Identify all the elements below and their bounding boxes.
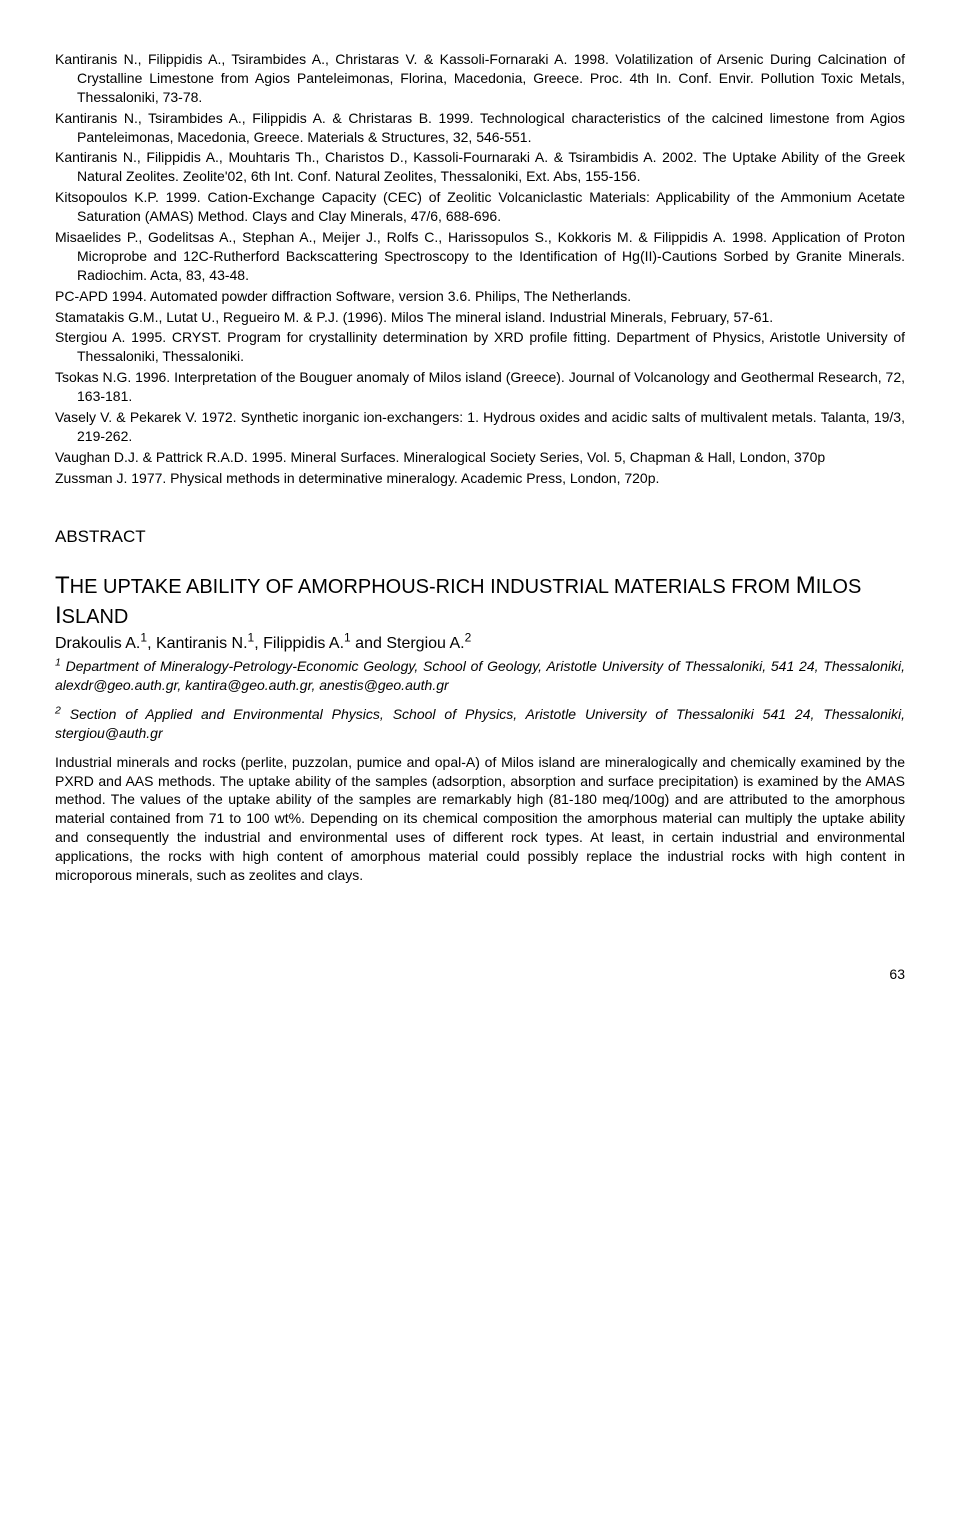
authors-line: Drakoulis A.1, Kantiranis N.1, Filippidi… [55, 633, 905, 655]
reference-item: Vaughan D.J. & Pattrick R.A.D. 1995. Min… [55, 448, 905, 467]
reference-item: Misaelides P., Godelitsas A., Stephan A.… [55, 228, 905, 285]
abstract-body: Industrial minerals and rocks (perlite, … [55, 753, 905, 885]
author-name: and Stergiou A. [351, 635, 465, 652]
page-number: 63 [55, 965, 905, 984]
title-caps: M [796, 572, 816, 599]
references-list: Kantiranis N., Filippidis A., Tsirambide… [55, 50, 905, 488]
reference-item: Vasely V. & Pekarek V. 1972. Synthetic i… [55, 408, 905, 446]
affiliation-1: 1 Department of Mineralogy-Petrology-Eco… [55, 657, 905, 695]
author-affil-marker: 1 [344, 630, 351, 644]
reference-item: Kantiranis N., Filippidis A., Mouhtaris … [55, 148, 905, 186]
reference-item: Kantiranis N., Tsirambides A., Filippidi… [55, 109, 905, 147]
title-caps: I [55, 602, 62, 629]
title-text: SLAND [62, 606, 129, 628]
affil-text: Department of Mineralogy-Petrology-Econo… [55, 658, 905, 693]
author-name: , Kantiranis N. [147, 635, 247, 652]
reference-item: Kitsopoulos K.P. 1999. Cation-Exchange C… [55, 188, 905, 226]
title-text: HE UPTAKE ABILITY OF AMORPHOUS-RICH INDU… [70, 576, 796, 598]
author-name: , Filippidis A. [254, 635, 344, 652]
reference-item: PC-APD 1994. Automated powder diffractio… [55, 287, 905, 306]
affiliation-2: 2 Section of Applied and Environmental P… [55, 705, 905, 743]
reference-item: Stamatakis G.M., Lutat U., Regueiro M. &… [55, 308, 905, 327]
title-text: ILOS [816, 576, 862, 598]
reference-item: Stergiou A. 1995. CRYST. Program for cry… [55, 328, 905, 366]
reference-item: Tsokas N.G. 1996. Interpretation of the … [55, 368, 905, 406]
paper-title: THE UPTAKE ABILITY OF AMORPHOUS-RICH IND… [55, 571, 905, 631]
abstract-heading: ABSTRACT [55, 526, 905, 549]
reference-item: Kantiranis N., Filippidis A., Tsirambide… [55, 50, 905, 107]
reference-item: Zussman J. 1977. Physical methods in det… [55, 469, 905, 488]
title-caps: T [55, 572, 70, 599]
author-name: Drakoulis A. [55, 635, 140, 652]
affil-text: Section of Applied and Environmental Phy… [55, 706, 905, 741]
author-affil-marker: 2 [465, 630, 472, 644]
